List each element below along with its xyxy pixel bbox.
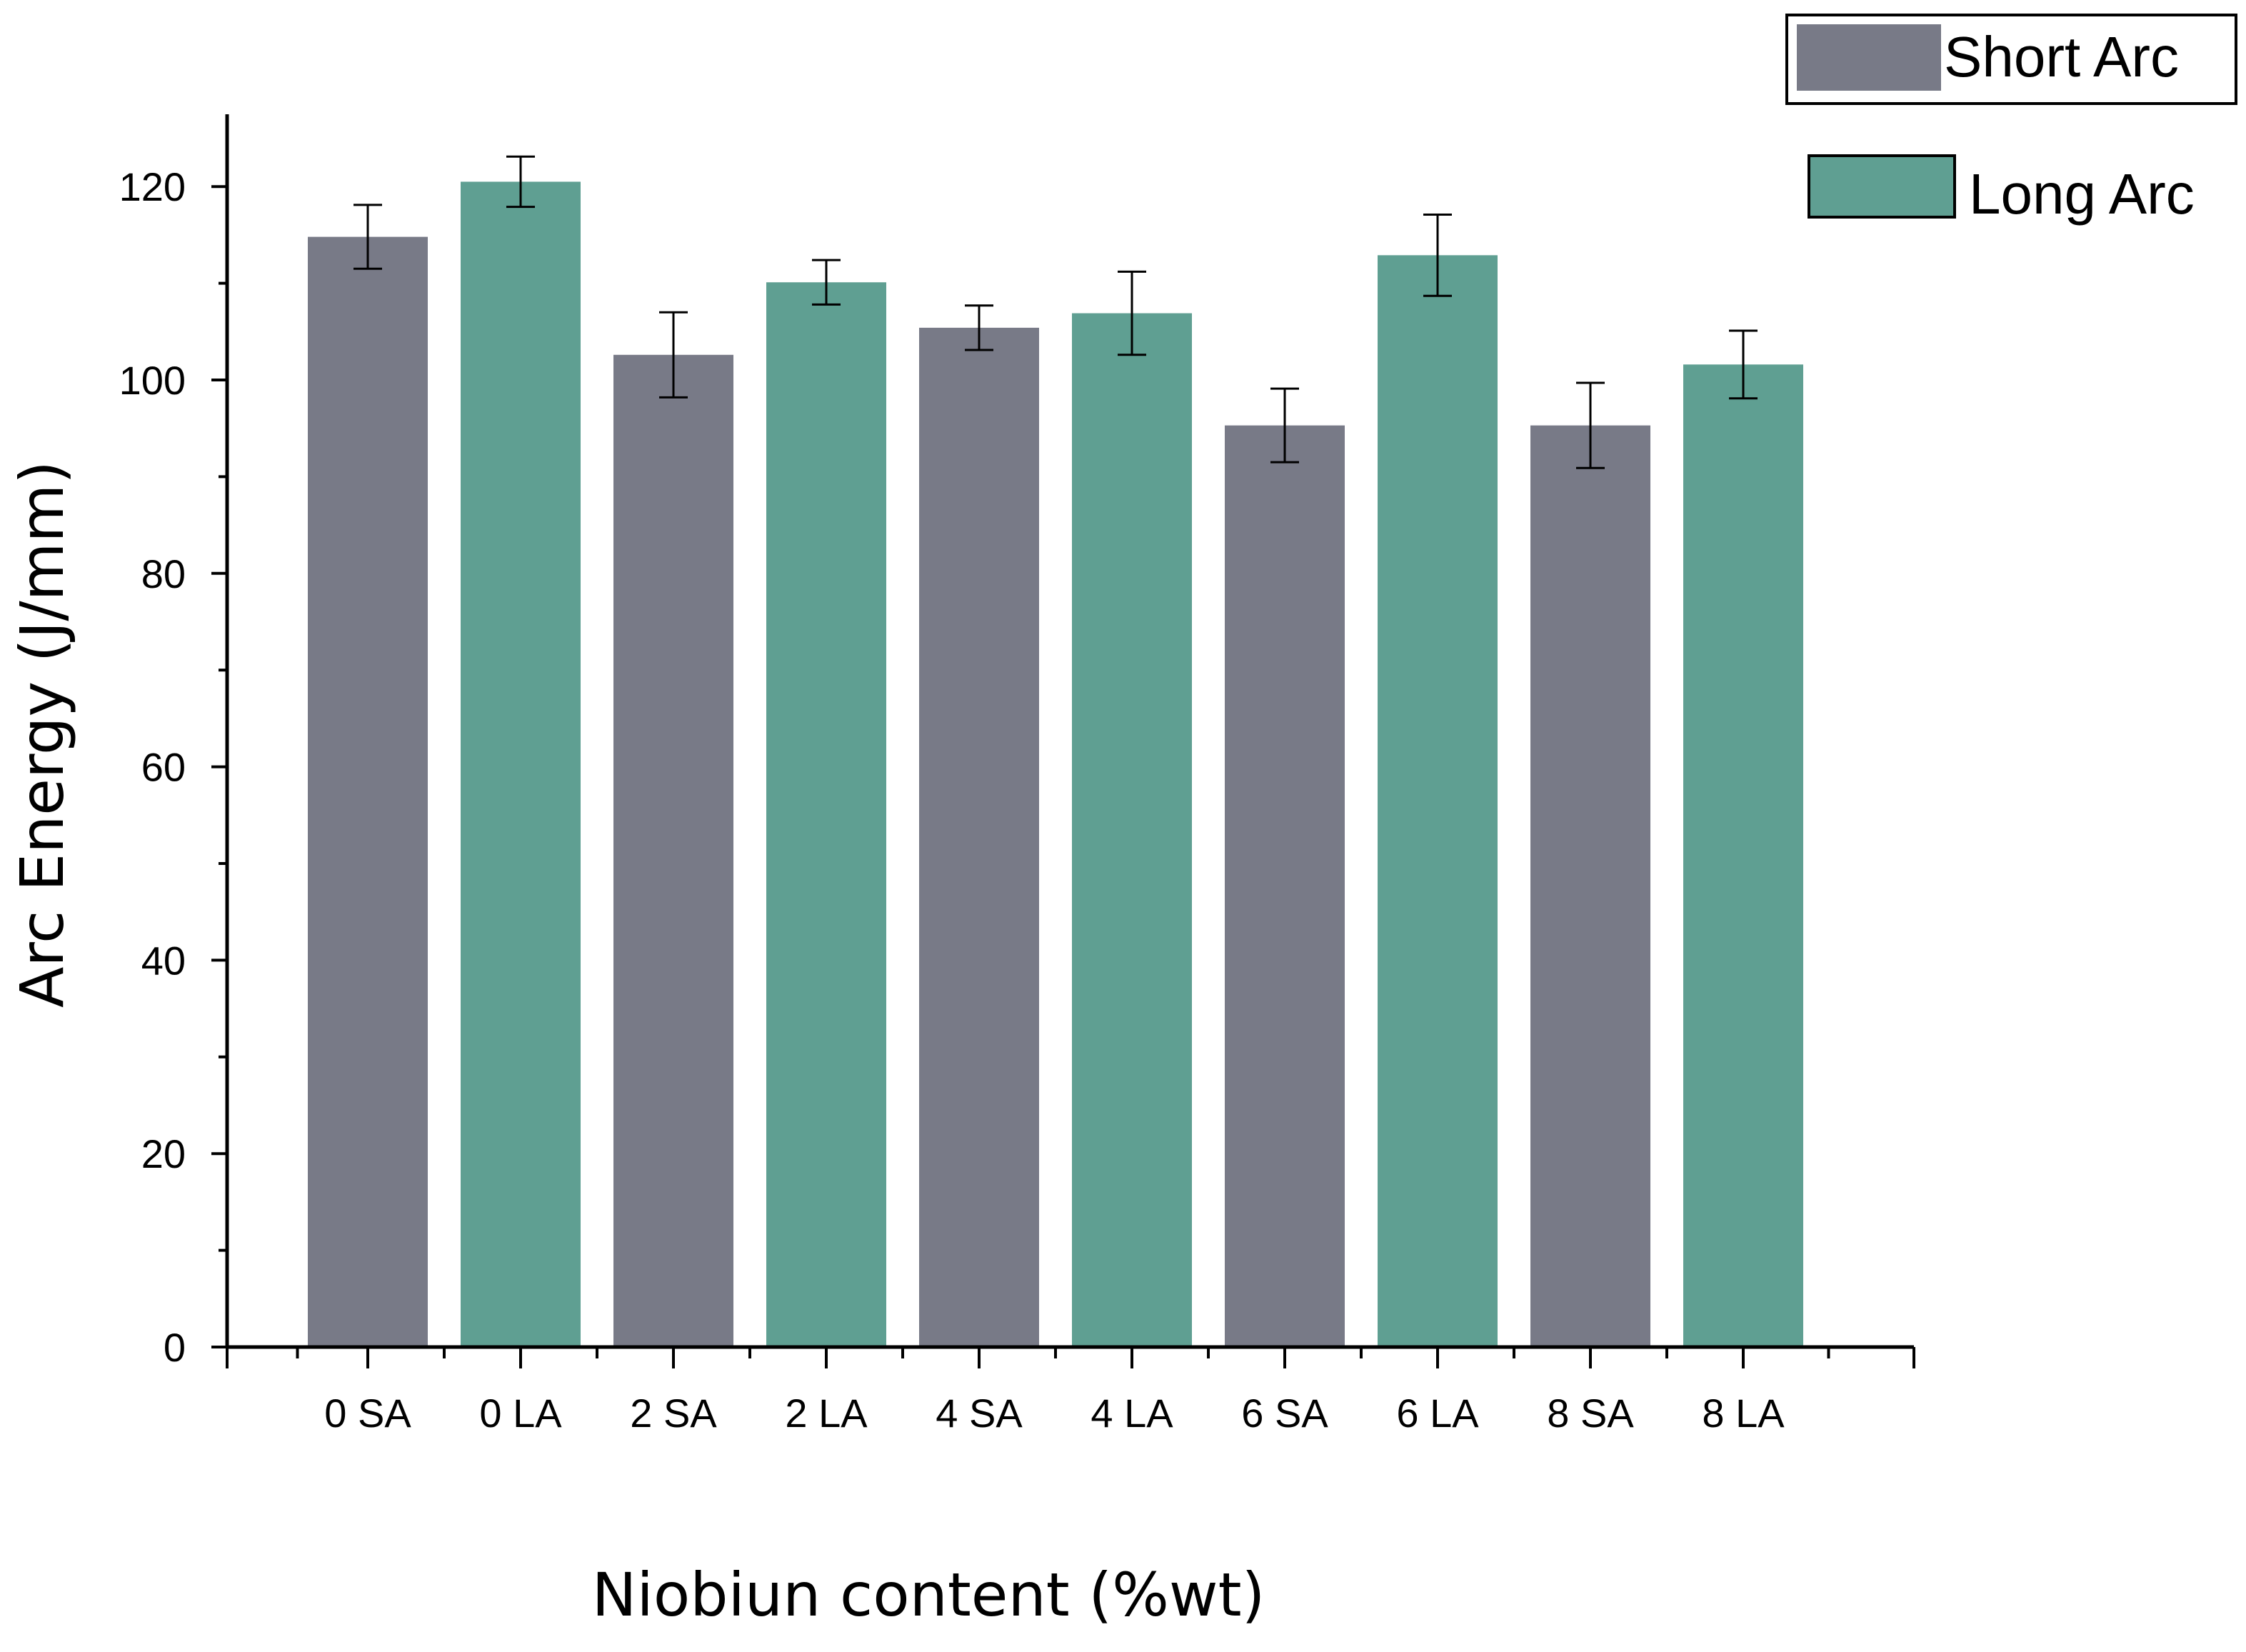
legend-label-long-arc: Long Arc: [1969, 162, 2195, 226]
bar-2-la: [766, 282, 886, 1348]
x-tick-label-2-sa: 2 SA: [630, 1391, 717, 1436]
x-tick-label-0-la: 0 LA: [479, 1391, 562, 1436]
x-tick-label-6-la: 6 LA: [1396, 1391, 1479, 1436]
x-axis-title: Niobiun content (%wt): [592, 1560, 1265, 1630]
legend-swatch-long-arc: [1808, 154, 1956, 219]
x-tick-label-6-sa: 6 SA: [1241, 1391, 1328, 1436]
y-tick-label-0: 0: [164, 1325, 186, 1370]
x-tick-label-8-la: 8 LA: [1702, 1391, 1785, 1436]
x-tick-label-2-la: 2 LA: [785, 1391, 868, 1436]
legend-frame: [1785, 14, 2237, 105]
y-tick-label-40: 40: [141, 938, 186, 983]
bar-4-sa: [919, 327, 1039, 1347]
x-tick-label-0-sa: 0 SA: [324, 1391, 411, 1436]
bar-8-sa: [1530, 425, 1650, 1348]
y-tick-label-80: 80: [141, 551, 186, 596]
bar-6-la: [1378, 255, 1498, 1348]
y-tick-label-120: 120: [119, 164, 186, 209]
y-tick-label-100: 100: [119, 358, 186, 403]
bars-layer: [308, 181, 1803, 1348]
bar-0-la: [461, 181, 581, 1348]
bar-2-sa: [613, 354, 733, 1347]
x-tick-label-8-sa: 8 SA: [1547, 1391, 1634, 1436]
tick-labels-layer: 0 SA 0 LA 2 SA 2 LA 4 SA 4 LA 6 SA 6 LA 8 SA 8 LA…: [119, 164, 1785, 1436]
legend: Short Arc Long Arc: [1785, 14, 2237, 226]
legend-label-short-arc: Short Arc: [1944, 25, 2179, 89]
y-tick-label-20: 20: [141, 1131, 186, 1176]
bar-4-la: [1072, 313, 1192, 1348]
error-bars-layer: [354, 155, 1758, 469]
legend-swatch-short-arc: [1797, 24, 1941, 91]
bar-0-sa: [308, 236, 428, 1347]
y-tick-label-60: 60: [141, 745, 186, 790]
x-tick-label-4-sa: 4 SA: [936, 1391, 1023, 1436]
bar-6-sa: [1225, 425, 1345, 1348]
bar-8-la: [1683, 364, 1803, 1348]
axes-layer: [211, 114, 1915, 1368]
x-tick-label-4-la: 4 LA: [1091, 1391, 1173, 1436]
y-axis-title: Arc Energy (J/mm): [7, 461, 77, 1008]
